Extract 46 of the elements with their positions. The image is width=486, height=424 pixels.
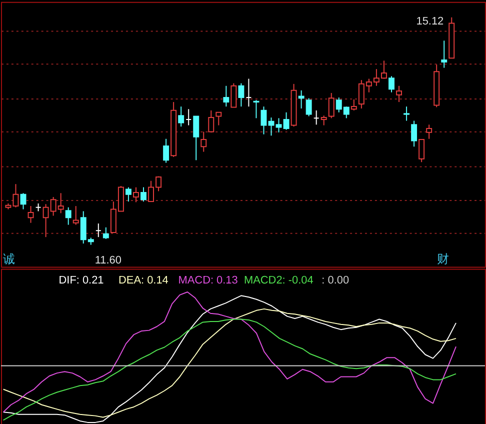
candlestick (306, 98, 312, 117)
candlestick (404, 106, 410, 122)
candlestick (418, 138, 425, 163)
candlestick (125, 186, 132, 202)
candlestick (140, 186, 146, 202)
candlestick (320, 115, 327, 126)
candlestick (411, 120, 418, 148)
candlestick (95, 222, 102, 238)
annotation: 诚 (2, 252, 15, 266)
candlestick (268, 117, 274, 136)
candlestick (223, 85, 230, 108)
candlestick (178, 106, 184, 128)
candlestick (328, 92, 334, 119)
candlestick (230, 82, 237, 108)
annotation: 财 (437, 252, 450, 266)
ref-line-label: : 0.00 (322, 274, 350, 287)
series-label: MACD: 0.13 (178, 274, 238, 287)
candlestick (216, 112, 222, 126)
candlestick (28, 206, 34, 224)
candlestick (163, 138, 170, 164)
candlestick (350, 98, 357, 111)
candlestick (12, 184, 19, 208)
candlestick (441, 40, 448, 68)
candlestick (246, 78, 252, 108)
candlestick (20, 192, 26, 210)
text: DIF: 0.21 (58, 274, 104, 287)
candlestick (186, 108, 192, 126)
annotation: 11.60 (94, 254, 122, 267)
candlestick (260, 106, 267, 135)
candlestick (65, 206, 72, 226)
candlestick (253, 100, 260, 119)
candlestick (426, 124, 432, 140)
candlestick (208, 110, 214, 133)
candlestick (313, 110, 320, 126)
candlestick (396, 85, 402, 103)
candlestick (200, 131, 207, 152)
text: DEA: 0.14 (118, 274, 168, 287)
annotation: 15.12 (416, 15, 444, 28)
candlestick (298, 90, 304, 109)
candlestick (72, 206, 79, 226)
candlestick (102, 226, 109, 240)
candlestick (238, 82, 244, 108)
candlestick (388, 76, 394, 93)
candlestick (132, 186, 139, 203)
candlestick (193, 116, 200, 161)
text: MACD2: -0.04 (244, 274, 314, 287)
